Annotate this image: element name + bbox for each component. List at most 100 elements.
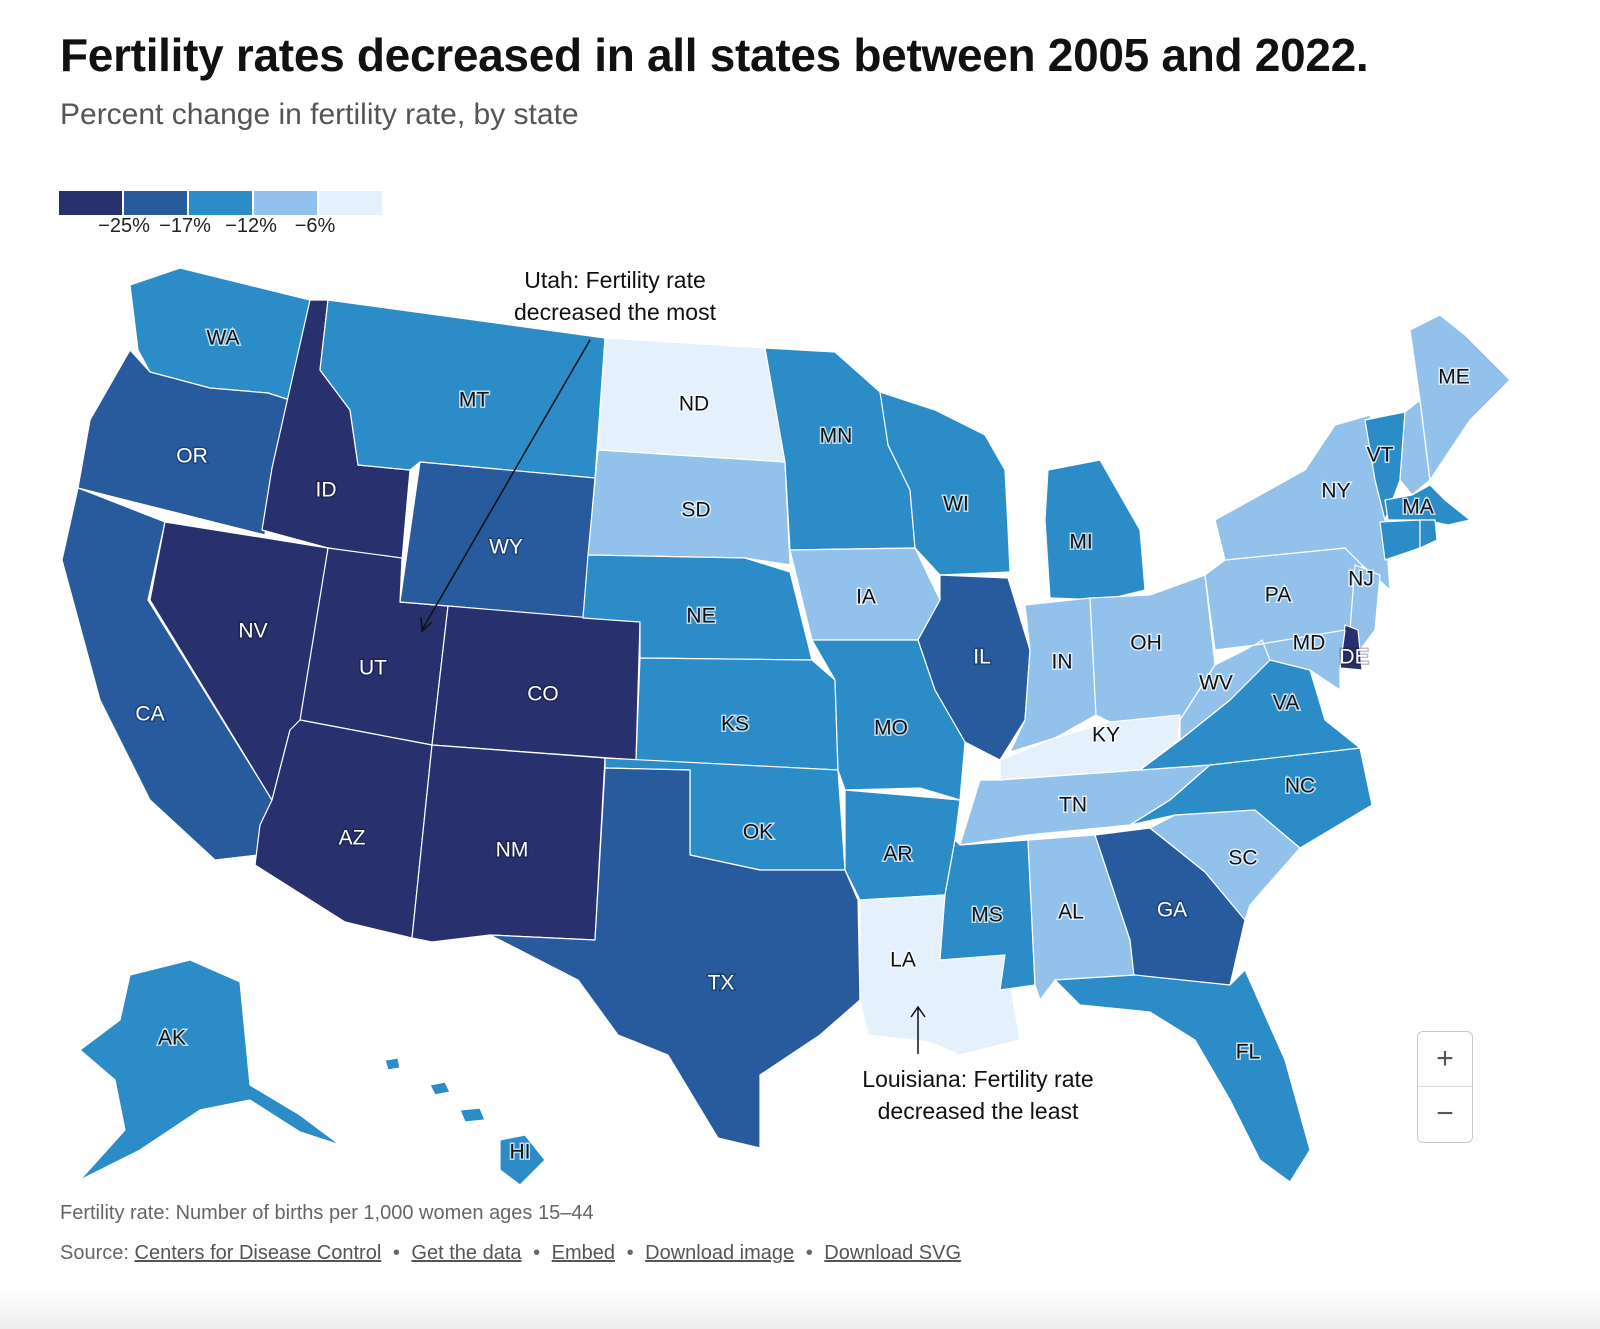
state-label-de: DE	[1339, 646, 1368, 669]
legend-tick-label: −25%	[98, 215, 150, 237]
state-label-ak: AK	[158, 1027, 186, 1050]
zoom-controls: + −	[1417, 1031, 1473, 1143]
state-label-wi: WI	[943, 493, 969, 516]
state-label-nc: NC	[1285, 775, 1315, 798]
state-label-mn: MN	[820, 425, 853, 448]
legend-swatches	[59, 191, 389, 215]
state-label-tn: TN	[1059, 794, 1087, 817]
state-tx[interactable]	[489, 767, 861, 1149]
download-image-link[interactable]: Download image	[645, 1242, 795, 1264]
state-md[interactable]	[1254, 629, 1346, 691]
state-label-mi: MI	[1069, 531, 1092, 554]
zoom-in-button[interactable]: +	[1436, 1042, 1454, 1075]
state-label-la: LA	[890, 949, 916, 972]
state-label-tx: TX	[708, 972, 735, 995]
source-line: Source: Centers for Disease Control • Ge…	[60, 1242, 961, 1265]
state-ct[interactable]	[1379, 519, 1421, 561]
state-sd[interactable]	[587, 449, 791, 566]
state-label-ny: NY	[1321, 480, 1350, 503]
state-shapes[interactable]	[61, 267, 1511, 1186]
louisiana-annotation: Louisiana: Fertility rate decreased the …	[862, 1005, 1094, 1124]
utah-annotation-line-1: Utah: Fertility rate	[524, 267, 706, 293]
state-ca[interactable]	[61, 487, 273, 861]
state-label-co: CO	[527, 683, 559, 706]
state-label-id: ID	[316, 479, 337, 502]
state-me[interactable]	[1409, 314, 1511, 481]
state-label-hi: HI	[510, 1141, 531, 1164]
state-label-me: ME	[1438, 366, 1470, 389]
state-label-in: IN	[1052, 651, 1073, 674]
state-label-md: MD	[1293, 632, 1326, 655]
legend-swatch-1	[59, 191, 122, 215]
state-label-oh: OH	[1130, 632, 1162, 655]
download-svg-link[interactable]: Download SVG	[824, 1242, 962, 1264]
state-il[interactable]	[917, 574, 1031, 761]
state-ma[interactable]	[1384, 484, 1471, 526]
source-link[interactable]: Centers for Disease Control	[134, 1242, 382, 1264]
legend-tick-label: −17%	[159, 215, 211, 237]
utah-annotation-line-2: decreased the most	[514, 299, 717, 325]
state-label-sd: SD	[681, 499, 710, 522]
footnote: Fertility rate: Number of births per 1,0…	[60, 1202, 594, 1224]
state-label-ca: CA	[135, 703, 164, 726]
separator-dot: •	[626, 1242, 634, 1264]
chart-subtitle: Percent change in fertility rate, by sta…	[60, 98, 579, 131]
legend-tick-label: −12%	[225, 215, 277, 237]
state-label-ia: IA	[856, 586, 876, 609]
state-label-ms: MS	[971, 904, 1003, 927]
legend-swatch-2	[124, 191, 187, 215]
state-mi[interactable]	[1044, 459, 1146, 601]
state-label-vt: VT	[1367, 444, 1394, 467]
legend-swatch-3	[189, 191, 252, 215]
state-label-wy: WY	[489, 536, 523, 559]
state-label-nj: NJ	[1348, 568, 1374, 591]
state-label-il: IL	[973, 646, 991, 669]
get-data-link[interactable]: Get the data	[411, 1242, 522, 1264]
utah-arrow-head	[420, 616, 433, 633]
state-nc[interactable]	[1129, 747, 1373, 849]
separator-dot: •	[533, 1242, 541, 1264]
utah-annotation: Utah: Fertility rate decreased the most	[420, 267, 717, 633]
state-label-al: AL	[1058, 901, 1084, 924]
state-ri[interactable]	[1419, 519, 1438, 549]
state-label-or: OR	[176, 445, 208, 468]
louisiana-arrow-head	[910, 1005, 926, 1018]
state-nj[interactable]	[1349, 564, 1381, 651]
color-legend: −25% −17% −12% −6%	[59, 191, 389, 245]
state-label-wa: WA	[206, 327, 239, 350]
state-label-ma: MA	[1402, 496, 1434, 519]
state-label-ga: GA	[1157, 899, 1187, 922]
state-label-ks: KS	[721, 713, 749, 736]
chart-title: Fertility rates decreased in all states …	[60, 29, 1369, 81]
louisiana-annotation-line-2: decreased the least	[878, 1098, 1079, 1124]
utah-annotation-arrow	[421, 339, 591, 631]
separator-dot: •	[392, 1242, 400, 1264]
state-label-ne: NE	[686, 605, 715, 628]
state-label-pa: PA	[1265, 584, 1291, 607]
state-fl[interactable]	[1054, 969, 1311, 1183]
state-label-sc: SC	[1228, 847, 1257, 870]
separator-dot: •	[805, 1242, 813, 1264]
louisiana-annotation-line-1: Louisiana: Fertility rate	[862, 1066, 1093, 1092]
legend-swatch-4	[254, 191, 317, 215]
state-label-ut: UT	[359, 657, 387, 680]
state-label-nm: NM	[496, 839, 529, 862]
state-hi[interactable]	[384, 1057, 546, 1186]
state-labels: WA OR CA ID NV UT AZ MT WY CO NM ND SD NE KS OK TX MN IA MO…	[134, 325, 1471, 1165]
zoom-out-button[interactable]: −	[1418, 1086, 1472, 1141]
bottom-fade	[0, 1290, 1600, 1329]
us-state-map[interactable]: WA OR CA ID NV UT AZ MT WY CO NM ND SD NE KS OK TX MN IA MO…	[0, 0, 1600, 1200]
state-wi[interactable]	[879, 391, 1011, 576]
state-label-ky: KY	[1092, 724, 1120, 747]
state-label-fl: FL	[1236, 1041, 1261, 1064]
state-label-mt: MT	[459, 389, 489, 412]
source-prefix: Source:	[60, 1242, 129, 1264]
legend-swatch-5	[319, 191, 382, 215]
state-label-nv: NV	[238, 620, 267, 643]
embed-link[interactable]: Embed	[551, 1242, 616, 1264]
state-label-va: VA	[1273, 692, 1299, 715]
state-label-ar: AR	[883, 843, 912, 866]
state-label-wv: WV	[1199, 672, 1233, 695]
state-ak[interactable]	[79, 959, 341, 1181]
legend-ticks: −25% −17% −12% −6%	[59, 215, 389, 245]
